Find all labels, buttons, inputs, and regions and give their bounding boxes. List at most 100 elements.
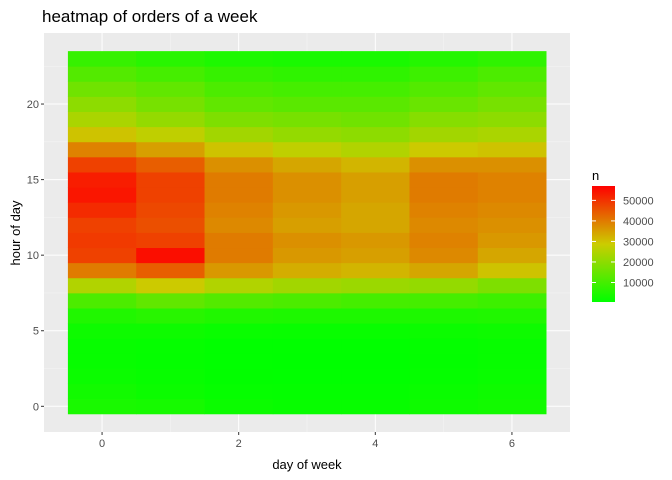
heatmap-cell [477,247,547,264]
heatmap-cell [67,247,137,264]
heatmap-cell [272,96,342,112]
heatmap-cell [136,172,205,188]
colorbar-tick-label: 10000 [623,277,654,289]
heatmap-cell [67,66,137,82]
heatmap-cell [272,277,342,294]
x-axis-title: day of week [272,457,342,472]
heatmap-cells [67,51,547,415]
heatmap-cell [409,262,479,279]
heatmap-cell [272,111,342,128]
heatmap-cell [136,141,205,158]
heatmap-cell [67,368,137,385]
heatmap-cell [136,383,205,400]
heatmap-cell [477,156,547,173]
heatmap-cell [272,81,342,97]
heatmap-cell [204,262,274,279]
heatmap-cell [67,338,137,354]
heatmap-cell [409,51,479,67]
heatmap-cell [341,383,410,400]
y-tick-label: 15 [27,175,39,187]
heatmap-cell [341,323,410,339]
heatmap-cell [204,353,274,369]
heatmap-cell [272,217,342,233]
heatmap-cell [272,232,342,249]
heatmap-cell [272,51,342,67]
heatmap-cell [477,81,547,97]
heatmap-cell [136,66,205,82]
heatmap-cell [341,66,410,82]
y-tick-label: 10 [27,250,39,262]
heatmap-cell [409,277,479,294]
heatmap-cell [477,398,547,415]
y-tick-label: 0 [33,401,39,413]
heatmap-cell [204,277,274,294]
legend-title: n [592,168,599,183]
colorbar-tick-label: 20000 [623,257,654,269]
x-tick-label: 0 [99,438,105,450]
heatmap-cell [341,292,410,309]
colorbar-ticks: 10000 20000 30000 40000 50000 [592,195,654,289]
x-tick-label: 6 [509,438,515,450]
heatmap-cell [341,111,410,128]
heatmap-cell [136,156,205,173]
colorbar-tick-label: 40000 [623,216,654,228]
heatmap-cell [136,111,205,128]
heatmap-cell [409,368,479,385]
heatmap-cell [409,247,479,264]
heatmap-cell [272,338,342,354]
heatmap-cell [204,66,274,82]
heatmap-cell [204,51,274,67]
heatmap-cell [136,51,205,67]
heatmap-cell [409,96,479,112]
heatmap-cell [136,292,205,309]
heatmap-cell [341,262,410,279]
heatmap-cell [67,398,137,415]
heatmap-cell [136,398,205,415]
heatmap-cell [272,353,342,369]
heatmap-cell [341,96,410,112]
heatmap-cell [136,277,205,294]
heatmap-cell [136,338,205,354]
heatmap-cell [341,277,410,294]
heatmap-cell [136,202,205,218]
heatmap-cell [477,172,547,188]
heatmap-cell [272,202,342,218]
heatmap-cell [409,202,479,218]
heatmap-cell [477,51,547,67]
heatmap-cell [341,51,410,67]
heatmap-cell [341,368,410,385]
heatmap-cell [67,51,137,67]
colorbar [592,186,615,302]
heatmap-cell [409,353,479,369]
colorbar-tick-label: 50000 [623,195,654,207]
heatmap-cell [341,141,410,158]
heatmap-cell [67,187,137,203]
heatmap-cell [204,126,274,143]
heatmap-cell [409,81,479,97]
heatmap-cell [409,338,479,354]
heatmap-cell [477,66,547,82]
x-tick-label: 4 [372,438,378,450]
y-tick-label: 20 [27,99,39,111]
heatmap-cell [341,247,410,264]
heatmap-cell [477,217,547,233]
heatmap-cell [67,156,137,173]
heatmap-cell [341,353,410,369]
y-tick-label: 5 [33,326,39,338]
heatmap-cell [341,398,410,415]
heatmap-cell [477,126,547,143]
y-axis-ticks: 0 5 10 15 20 [27,99,44,413]
heatmap-cell [204,368,274,385]
heatmap-cell [204,141,274,158]
heatmap-cell [272,292,342,309]
heatmap-cell [272,368,342,385]
heatmap-cell [204,308,274,324]
heatmap-cell [477,368,547,385]
heatmap-cell [409,111,479,128]
x-axis-ticks: 0 2 4 6 [99,432,515,450]
heatmap-cell [204,398,274,415]
heatmap-cell [341,217,410,233]
heatmap-cell [136,96,205,112]
heatmap-cell [272,323,342,339]
